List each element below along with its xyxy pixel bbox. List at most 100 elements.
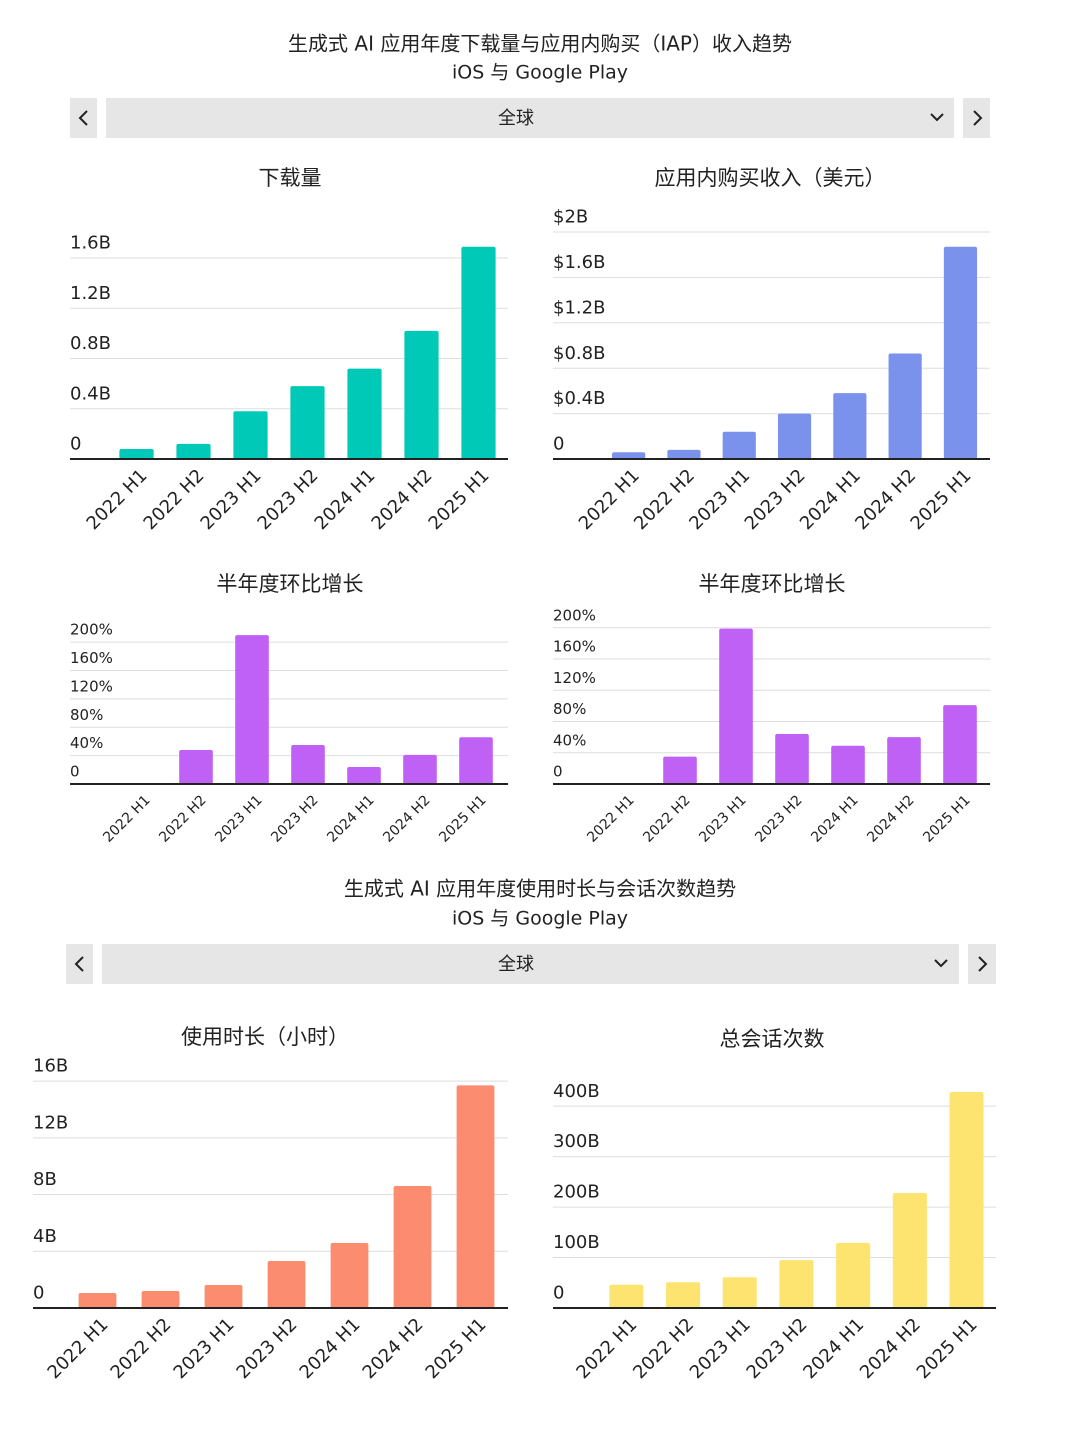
- chart-title: 总会话次数: [720, 1027, 825, 1051]
- bar: [330, 1243, 369, 1308]
- x-tick-label: 2025 H1: [422, 1314, 491, 1383]
- bar: [663, 756, 697, 784]
- y-tick-label: 0: [553, 1283, 564, 1304]
- bar: [461, 246, 496, 459]
- bar: [78, 1292, 117, 1308]
- bar: [943, 705, 977, 784]
- x-tick-label: 2023 H1: [197, 465, 266, 534]
- y-tick-label: 0: [70, 763, 80, 781]
- dropdown[interactable]: [102, 944, 959, 984]
- bar: [347, 766, 381, 784]
- dropdown-label: 全球: [498, 108, 534, 129]
- y-tick-label: 100B: [553, 1232, 600, 1253]
- bar: [719, 628, 753, 784]
- x-tick-label: 2024 H1: [296, 1314, 365, 1383]
- chart-title: 半年度环比增长: [699, 572, 846, 596]
- x-tick-label: 2025 H1: [913, 1314, 982, 1383]
- chevron-down: [934, 959, 948, 968]
- dropdown[interactable]: [106, 98, 954, 138]
- x-tick-label: 2022 H1: [584, 792, 637, 845]
- y-tick-label: 1.6B: [70, 233, 111, 254]
- x-tick-label: 2022 H1: [100, 792, 153, 845]
- x-tick-label: 2025 H1: [920, 792, 973, 845]
- bar: [888, 353, 922, 459]
- next-button[interactable]: [968, 944, 996, 984]
- y-tick-label: 200%: [553, 606, 596, 624]
- x-tick-label: 2022 H2: [107, 1314, 176, 1383]
- bar: [141, 1290, 180, 1308]
- bar: [949, 1092, 984, 1308]
- y-tick-label: 16B: [33, 1056, 68, 1077]
- x-tick-label: 2022 H2: [640, 792, 693, 845]
- bar: [887, 737, 921, 784]
- bar: [403, 754, 437, 784]
- bar: [779, 1260, 814, 1308]
- prev-button[interactable]: [70, 98, 97, 138]
- bar: [347, 368, 382, 459]
- section-title: 生成式 AI 应用年度下载量与应用内购买（IAP）收入趋势: [288, 32, 792, 56]
- y-tick-label: 0: [553, 434, 564, 455]
- y-tick-label: 160%: [70, 649, 113, 667]
- y-tick-label: 40%: [553, 731, 586, 749]
- y-tick-label: 0.8B: [70, 333, 111, 354]
- x-tick-label: 2024 H2: [856, 1314, 925, 1383]
- chevron-left: [74, 956, 84, 972]
- x-tick-label: 2022 H1: [83, 465, 152, 534]
- bar: [833, 393, 867, 459]
- prev-button[interactable]: [66, 944, 93, 984]
- dropdown-label: 全球: [498, 954, 534, 975]
- chart-title: 半年度环比增长: [217, 572, 364, 596]
- y-tick-label: 400B: [553, 1081, 600, 1102]
- bar: [404, 330, 439, 459]
- x-tick-label: 2023 H1: [686, 1314, 755, 1383]
- x-tick-label: 2024 H2: [368, 465, 437, 534]
- x-tick-label: 2022 H1: [44, 1314, 113, 1383]
- x-tick-label: 2022 H2: [140, 465, 209, 534]
- x-tick-label: 2024 H1: [311, 465, 380, 534]
- x-tick-label: 2023 H2: [752, 792, 805, 845]
- bar: [393, 1186, 432, 1308]
- y-tick-label: 200B: [553, 1182, 600, 1203]
- bar: [666, 1282, 701, 1308]
- y-tick-label: $0.4B: [553, 388, 605, 409]
- bar: [179, 749, 213, 784]
- chart-title: 应用内购买收入（美元）: [655, 166, 886, 190]
- bar: [777, 413, 812, 459]
- x-tick-label: 2023 H1: [696, 792, 749, 845]
- next-button[interactable]: [963, 98, 990, 138]
- y-tick-label: 0.4B: [70, 383, 111, 404]
- bar: [456, 1085, 495, 1308]
- y-tick-label: 300B: [553, 1131, 600, 1152]
- bar: [892, 1192, 927, 1308]
- bar: [290, 386, 325, 459]
- y-tick-label: 0: [33, 1283, 44, 1304]
- selector: 全球: [70, 98, 990, 138]
- y-tick-label: $1.6B: [553, 252, 605, 273]
- x-tick-label: 2023 H2: [268, 792, 321, 845]
- y-tick-label: 8B: [33, 1169, 57, 1190]
- section-title: 生成式 AI 应用年度使用时长与会话次数趋势: [344, 877, 736, 901]
- bar: [233, 411, 268, 459]
- x-tick-label: 2025 H1: [907, 465, 976, 534]
- chevron-left: [78, 110, 88, 126]
- x-tick-label: 2024 H1: [324, 792, 377, 845]
- bar: [291, 745, 325, 784]
- x-tick-label: 2023 H1: [212, 792, 265, 845]
- section-subtitle: iOS 与 Google Play: [452, 62, 628, 84]
- selector: 全球: [66, 944, 996, 984]
- y-tick-label: 80%: [70, 706, 103, 724]
- bar: [459, 737, 493, 784]
- x-tick-label: 2022 H2: [156, 792, 209, 845]
- x-tick-label: 2022 H2: [629, 1314, 698, 1383]
- x-tick-label: 2023 H2: [233, 1314, 302, 1383]
- x-tick-label: 2024 H2: [359, 1314, 428, 1383]
- x-tick-label: 2025 H1: [425, 465, 494, 534]
- bar: [176, 443, 211, 459]
- bar: [667, 449, 701, 459]
- x-tick-label: 2024 H2: [380, 792, 433, 845]
- y-tick-label: 120%: [553, 669, 596, 687]
- y-tick-label: 4B: [33, 1226, 57, 1247]
- y-tick-label: 12B: [33, 1112, 68, 1133]
- y-tick-label: $2B: [553, 207, 588, 228]
- x-tick-label: 2023 H2: [743, 1314, 812, 1383]
